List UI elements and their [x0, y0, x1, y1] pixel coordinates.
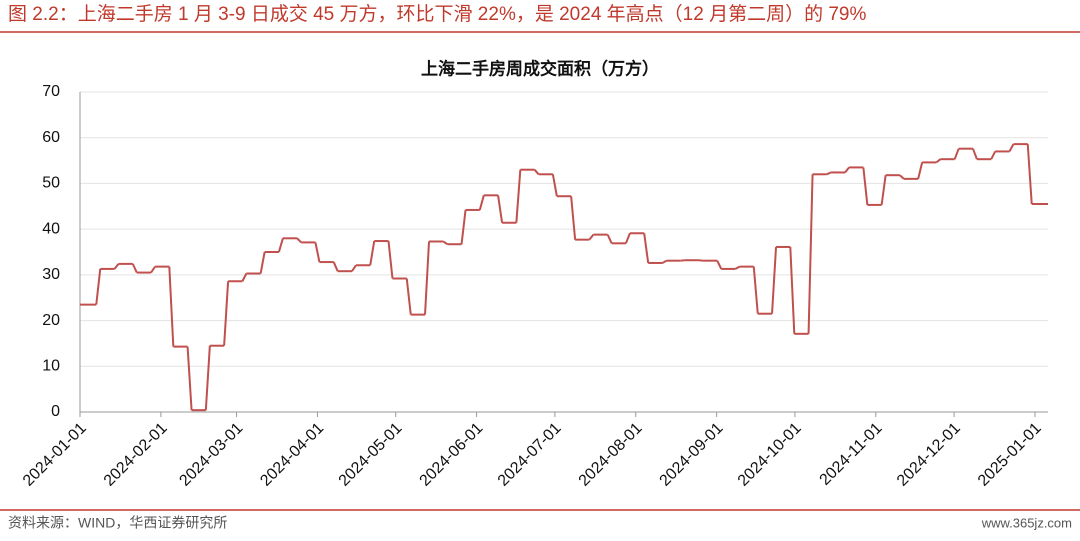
step-connector: [261, 252, 265, 273]
x-tick-label: 2024-06-01: [417, 420, 487, 490]
step-connector: [845, 167, 849, 172]
step-connector: [370, 241, 374, 265]
step-connector: [662, 261, 666, 263]
step-connector: [863, 167, 867, 204]
step-connector: [1028, 144, 1032, 204]
x-tick-label: 2024-01-01: [20, 420, 90, 490]
x-tick-label: 2024-09-01: [657, 420, 727, 490]
x-tick-label: 2024-05-01: [336, 420, 406, 490]
step-connector: [973, 149, 977, 160]
step-connector: [133, 264, 137, 273]
y-tick-label: 20: [42, 312, 60, 329]
x-tick-label: 2024-02-01: [101, 420, 171, 490]
step-connector: [334, 262, 338, 271]
x-tick-label: 2024-03-01: [176, 420, 246, 490]
step-connector: [955, 149, 959, 160]
watermark: www.365jz.com: [981, 515, 1072, 530]
step-connector: [991, 151, 995, 159]
y-tick-label: 0: [51, 403, 60, 420]
step-connector: [498, 195, 502, 222]
step-connector: [827, 172, 831, 174]
x-tick-label: 2024-11-01: [817, 420, 886, 489]
step-connector: [352, 265, 356, 271]
x-tick-label: 2024-08-01: [576, 420, 646, 490]
step-connector: [1009, 144, 1013, 151]
step-connector: [936, 159, 940, 162]
step-connector: [644, 233, 648, 263]
step-connector: [96, 269, 100, 305]
step-connector: [115, 264, 119, 269]
step-connector: [224, 281, 228, 345]
step-connector: [169, 267, 173, 347]
step-connector: [206, 346, 210, 410]
y-tick-label: 40: [42, 220, 60, 237]
y-tick-label: 50: [42, 175, 60, 192]
x-tick-label: 2024-10-01: [735, 420, 805, 490]
x-tick-label: 2024-04-01: [257, 420, 327, 490]
step-connector: [443, 241, 447, 244]
step-connector: [571, 196, 575, 239]
step-connector: [809, 174, 813, 334]
step-connector: [407, 279, 411, 315]
y-tick-label: 70: [42, 83, 60, 100]
y-tick-label: 60: [42, 129, 60, 146]
step-connector: [425, 241, 429, 314]
header: 图 2.2：上海二手房 1 月 3-9 日成交 45 万方，环比下滑 22%，是…: [8, 3, 866, 25]
step-connector: [589, 235, 593, 240]
step-connector: [279, 238, 283, 252]
x-tick-label: 2024-12-01: [894, 420, 964, 490]
step-connector: [626, 233, 630, 243]
step-connector: [772, 247, 776, 314]
step-connector: [151, 267, 155, 273]
step-connector: [315, 242, 319, 262]
x-tick-label: 2024-07-01: [495, 420, 565, 490]
step-connector: [736, 267, 740, 269]
chart-title: 上海二手房周成交面积（万方）: [421, 58, 659, 78]
step-connector: [480, 195, 484, 210]
source: 资料来源：WIND，华西证券研究所: [8, 515, 227, 531]
step-connector: [717, 261, 721, 269]
step-connector: [754, 267, 758, 314]
y-tick-label: 30: [42, 266, 60, 283]
step-connector: [535, 170, 539, 175]
step-connector: [900, 175, 904, 179]
step-connector: [297, 238, 301, 242]
step-connector: [918, 162, 922, 178]
step-connector: [188, 347, 192, 411]
y-tick-label: 10: [42, 358, 60, 375]
step-connector: [553, 174, 557, 196]
step-connector: [462, 210, 466, 244]
x-tick-label: 2025-01-01: [975, 420, 1045, 490]
step-connector: [882, 175, 886, 205]
step-connector: [516, 170, 520, 223]
step-connector: [608, 235, 612, 244]
step-connector: [388, 241, 392, 278]
